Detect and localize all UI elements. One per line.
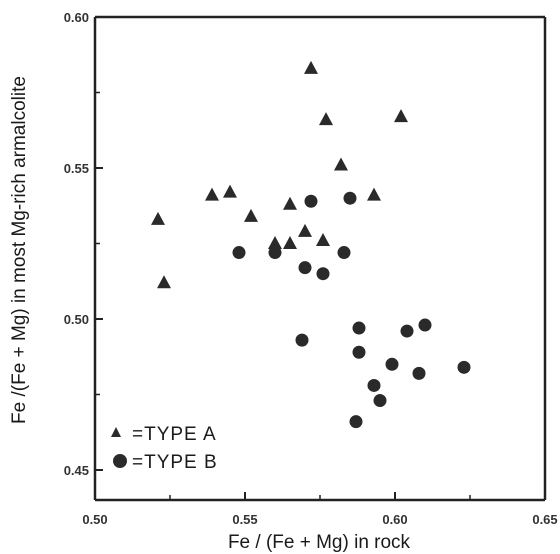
type-b-circle-point xyxy=(298,261,312,275)
type-a-triangle-point xyxy=(151,211,165,225)
y-tick-label: 0.50 xyxy=(64,312,89,327)
type-a-triangle-point xyxy=(268,236,282,249)
x-tick-label: 0.50 xyxy=(82,512,107,527)
y-tick-label: 0.55 xyxy=(64,161,89,176)
legend: =TYPE A =TYPE B xyxy=(111,424,218,473)
type-a-triangle-point xyxy=(334,157,348,171)
type-b-circle-point xyxy=(352,321,366,335)
type-a-triangle-point xyxy=(367,187,381,201)
type-b-circle-point xyxy=(316,267,330,281)
type-a-triangle-point xyxy=(298,223,312,237)
type-b-circle-point xyxy=(400,324,414,338)
type-a-triangle-point xyxy=(223,184,237,198)
y-axis-label: Fe /(Fe + Mg) in most Mg-rich armalcolit… xyxy=(9,76,30,424)
tick-marks xyxy=(94,16,546,500)
x-tick-label: 0.55 xyxy=(232,512,257,527)
type-b-circle-point xyxy=(352,345,366,359)
type-b-circle-point xyxy=(373,394,387,408)
type-b-circle-point xyxy=(367,378,381,392)
x-axis-label: Fe / (Fe + Mg) in rock xyxy=(228,532,411,553)
type-b-circle-point xyxy=(304,194,318,208)
legend-marker-type-a xyxy=(111,427,121,437)
type-b-circle-point xyxy=(412,366,426,380)
legend-label-type-b: =TYPE B xyxy=(132,452,218,473)
legend-marker-type-b xyxy=(113,454,127,468)
tick-labels: 0.50 0.55 0.60 0.65 0.60 0.55 0.50 0.45 xyxy=(64,10,558,527)
x-tick-label: 0.65 xyxy=(532,512,557,527)
type-b-circle-point xyxy=(349,415,363,429)
legend-label-type-a: =TYPE A xyxy=(132,424,217,445)
type-b-circle-point xyxy=(418,318,432,332)
type-a-triangle-point xyxy=(319,112,333,126)
type-a-triangle-point xyxy=(304,60,318,74)
type-a-triangle-point xyxy=(283,196,297,210)
y-tick-label: 0.45 xyxy=(64,463,89,478)
type-a-triangle-point xyxy=(205,187,219,201)
type-a-triangle-point xyxy=(244,208,258,222)
data-points xyxy=(151,60,471,429)
x-tick-label: 0.60 xyxy=(382,512,407,527)
type-a-triangle-point xyxy=(157,275,171,289)
type-b-circle-point xyxy=(268,246,282,260)
type-b-circle-point xyxy=(385,357,399,371)
type-a-triangle-point xyxy=(283,236,297,249)
type-b-circle-point xyxy=(343,191,357,205)
y-tick-label: 0.60 xyxy=(64,10,89,25)
type-b-circle-point xyxy=(232,246,246,260)
type-b-circle-point xyxy=(337,246,351,260)
type-b-circle-point xyxy=(295,333,309,347)
type-a-triangle-point xyxy=(394,109,408,123)
type-a-triangle-point xyxy=(316,232,330,246)
type-b-circle-point xyxy=(457,360,471,374)
